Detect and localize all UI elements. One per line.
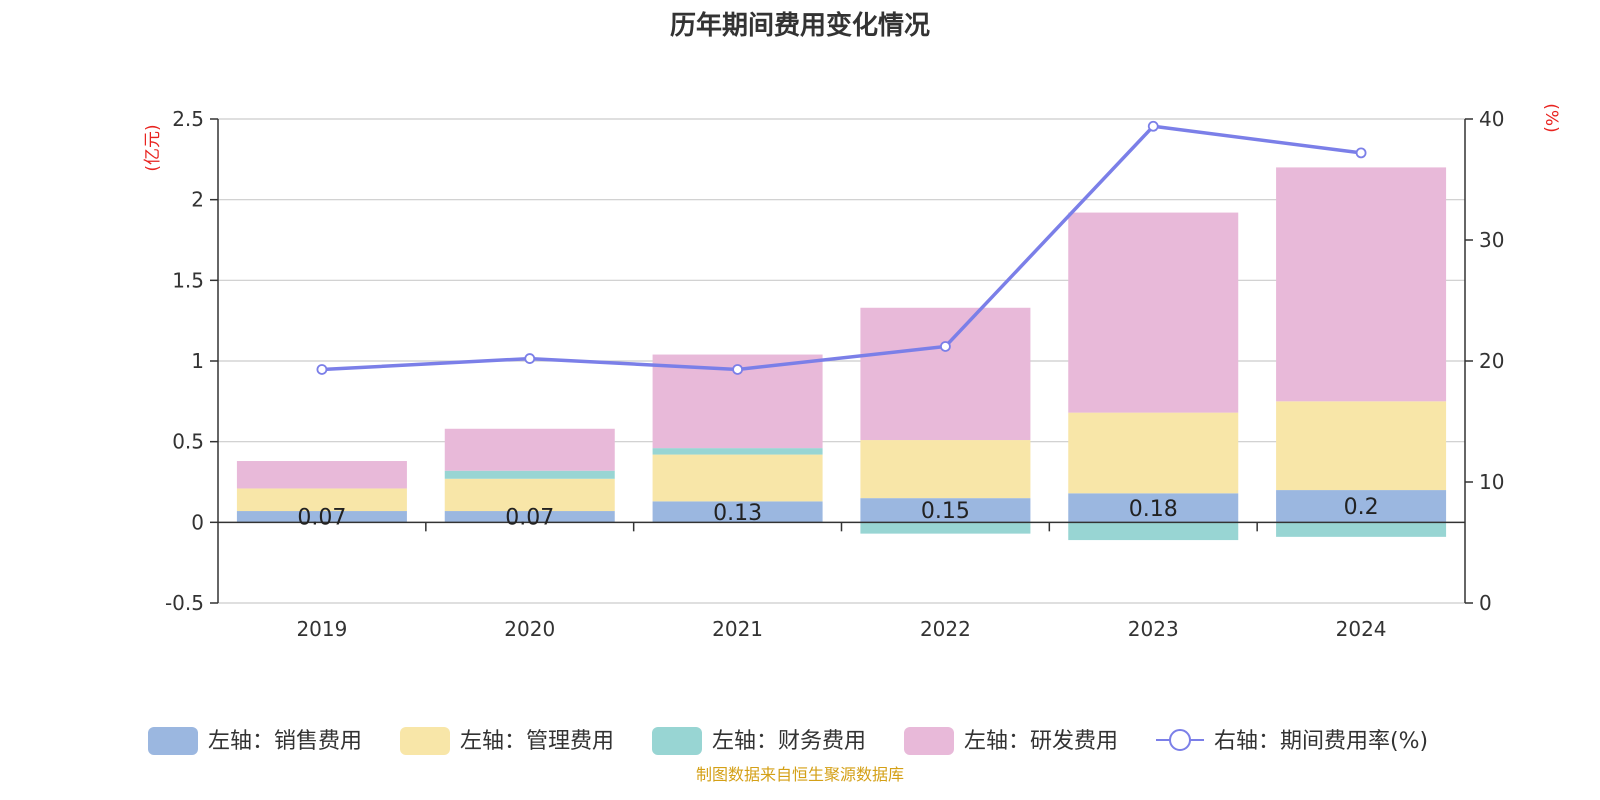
left-tick-label: 2.5 — [172, 107, 204, 131]
legend-item[interactable]: 左轴：管理费用 — [400, 727, 614, 755]
left-tick-label: 0.5 — [172, 430, 204, 454]
legend-item[interactable]: 左轴：销售费用 — [148, 727, 362, 755]
legend-item[interactable]: 左轴：研发费用 — [904, 727, 1118, 755]
x-tick-label: 2022 — [920, 617, 971, 641]
grid — [218, 118, 1465, 604]
bar — [652, 501, 823, 523]
left-tick-label: -0.5 — [165, 591, 204, 615]
bar — [860, 307, 1031, 441]
legend-item[interactable]: 右轴：期间费用率(%) — [1156, 729, 1428, 754]
legend-swatch — [904, 727, 954, 755]
x-tick-label: 2020 — [504, 617, 555, 641]
bar — [1276, 401, 1447, 491]
bar — [444, 470, 615, 479]
bar — [652, 448, 823, 455]
bar — [1068, 412, 1239, 494]
x-tick-label: 2023 — [1128, 617, 1179, 641]
right-tick-label: 40 — [1479, 107, 1504, 131]
bar — [236, 488, 407, 512]
right-tick-label: 10 — [1479, 470, 1504, 494]
legend: 左轴：销售费用 左轴：管理费用 左轴：财务费用 左轴：研发费用 右轴：期间费用率(%) — [148, 727, 1428, 755]
bar — [1068, 522, 1239, 541]
rate-line-path — [321, 124, 1362, 372]
legend-marker — [1169, 729, 1191, 751]
legend-swatch — [148, 727, 198, 755]
bar — [444, 511, 615, 523]
bar — [1068, 212, 1239, 413]
bar — [860, 522, 1031, 534]
rate-line — [316, 120, 1367, 375]
x-tick-label: 2024 — [1336, 617, 1387, 641]
left-tick-label: 1 — [191, 349, 204, 373]
bar — [860, 440, 1031, 499]
data-label: 0.13 — [713, 501, 762, 526]
data-label: 0.07 — [297, 506, 346, 531]
x-tick-label: 2019 — [296, 617, 347, 641]
data-label: 0.18 — [1129, 497, 1178, 522]
legend-label: 左轴：财务费用 — [712, 729, 866, 754]
legend-label: 左轴：研发费用 — [964, 729, 1118, 754]
bar — [652, 454, 823, 502]
legend-label: 右轴：期间费用率(%) — [1214, 729, 1428, 754]
legend-label: 左轴：管理费用 — [460, 729, 614, 754]
bar — [444, 428, 615, 471]
bars — [236, 167, 1447, 541]
legend-swatch — [652, 727, 702, 755]
bar — [1276, 167, 1447, 402]
rate-point — [940, 341, 951, 352]
axes: -0.5 0 0.5 1 1.5 2 2.5 0 10 20 30 40 2019 2020 2021 202… — [165, 107, 1504, 641]
legend-swatch — [400, 727, 450, 755]
bar — [236, 461, 407, 489]
bar — [1276, 522, 1447, 537]
left-tick-label: 2 — [191, 188, 204, 212]
left-tick-label: 1.5 — [172, 268, 204, 292]
rate-point — [1355, 147, 1367, 159]
right-axis-unit: (%) — [1541, 103, 1561, 132]
rate-point — [524, 353, 536, 364]
legend-label: 左轴：销售费用 — [208, 729, 362, 754]
right-tick-label: 0 — [1479, 591, 1492, 615]
bar — [860, 498, 1031, 523]
rate-point — [732, 364, 743, 375]
source-note: 制图数据来自恒生聚源数据库 — [696, 765, 904, 784]
data-label: 0.07 — [505, 506, 554, 531]
data-label: 0.2 — [1344, 495, 1379, 520]
data-labels: 0.07 0.07 0.13 0.15 0.18 0.2 — [297, 495, 1378, 530]
bar — [236, 511, 407, 523]
chart-title: 历年期间费用变化情况 — [670, 10, 930, 41]
right-tick-label: 20 — [1479, 349, 1504, 373]
rate-point — [316, 364, 328, 375]
x-tick-label: 2021 — [712, 617, 763, 641]
rate-point — [1147, 120, 1159, 132]
left-axis-unit: (亿元) — [143, 124, 163, 171]
right-tick-label: 30 — [1479, 228, 1504, 252]
data-label: 0.15 — [921, 499, 970, 524]
left-tick-label: 0 — [191, 510, 204, 534]
bar — [1068, 493, 1239, 523]
legend-item[interactable]: 左轴：财务费用 — [652, 727, 866, 755]
bar — [444, 478, 615, 512]
bar — [1276, 490, 1447, 523]
